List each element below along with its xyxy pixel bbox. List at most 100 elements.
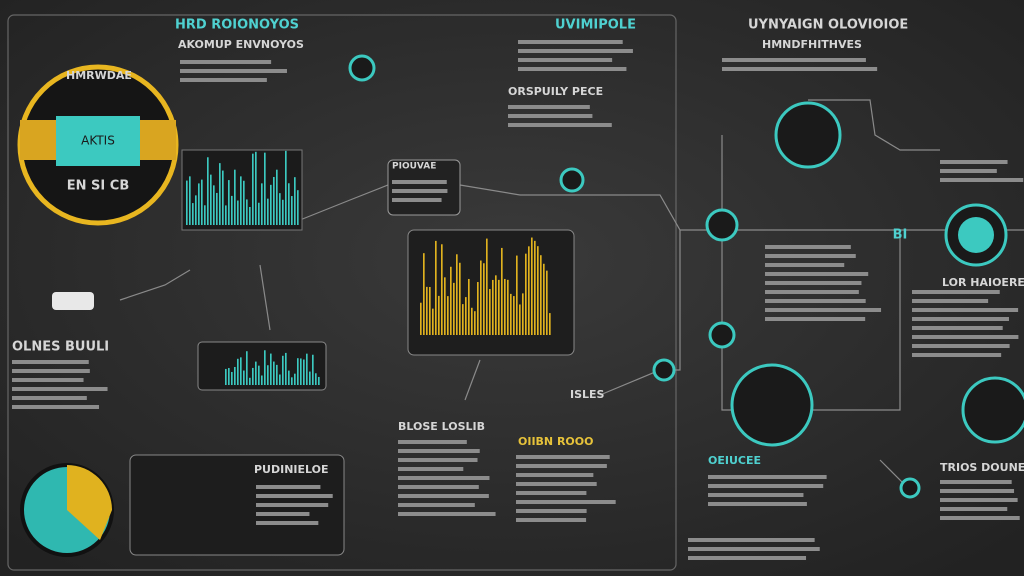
decor-bar	[291, 196, 293, 225]
text-line	[398, 467, 464, 471]
decor-bar	[444, 277, 446, 335]
decor-bar	[222, 170, 224, 225]
text-line	[912, 308, 1019, 312]
decor-bar	[297, 190, 299, 225]
text-line	[12, 360, 89, 364]
decor-bar	[303, 359, 305, 385]
text-line	[518, 58, 613, 62]
text-line	[398, 440, 467, 444]
decor-bar	[435, 240, 437, 335]
decor-bar	[468, 278, 470, 335]
decor-bar	[237, 358, 239, 385]
decor-bar	[276, 169, 278, 225]
text-line	[940, 169, 997, 173]
text-line	[516, 464, 607, 468]
decor-bar	[492, 279, 494, 335]
decor-bar	[432, 308, 434, 335]
connectors	[7, 14, 1024, 571]
text-line	[398, 494, 489, 498]
text-line	[765, 245, 851, 249]
decor-bar	[537, 246, 539, 335]
decor-bar	[186, 180, 188, 225]
text-line	[398, 512, 496, 516]
decor-bar	[225, 368, 227, 385]
gauge-button[interactable]	[56, 116, 140, 166]
text-line	[256, 512, 310, 516]
decor-bar	[450, 266, 452, 335]
text-line	[722, 58, 866, 62]
decor-bar	[546, 270, 548, 335]
decor-bar	[285, 150, 287, 225]
decor-bar	[273, 361, 275, 385]
decor-bar	[246, 199, 248, 225]
decor-bar	[240, 357, 242, 385]
gauge-button-label: AKTIS	[81, 134, 115, 148]
decor-bar	[270, 353, 272, 385]
text-line	[12, 396, 87, 400]
decor-bar	[234, 169, 236, 225]
decor-bar	[498, 279, 500, 335]
text-line	[708, 484, 824, 488]
decor-bar	[246, 351, 248, 385]
bottom-center-heading: OEIUCEE	[708, 454, 761, 467]
decor-bar	[480, 260, 482, 335]
decor-bar	[276, 364, 278, 385]
decor-bar	[219, 163, 221, 225]
decor-bar	[255, 151, 257, 225]
decor-bar	[258, 365, 260, 385]
decor-bar	[543, 263, 545, 335]
text-line	[12, 405, 100, 409]
decor-bar	[231, 195, 233, 225]
text-line	[912, 317, 1009, 321]
text-line	[398, 485, 479, 489]
decor-bar	[471, 307, 473, 335]
text-line	[518, 40, 623, 44]
node-core	[958, 217, 994, 253]
chart-panel	[407, 229, 575, 356]
text-line	[392, 189, 448, 193]
gauge-footer: EN SI CB	[67, 179, 129, 194]
decor-bar	[249, 377, 251, 385]
decor-bar	[447, 296, 449, 335]
dashboard-panel	[129, 454, 345, 556]
decor-bar	[438, 295, 440, 335]
decor-bar	[261, 375, 263, 385]
decor-bar	[195, 195, 197, 225]
text-line	[256, 503, 329, 507]
text-line	[12, 378, 84, 382]
decor-bar	[210, 174, 212, 225]
side-node: BI	[893, 228, 908, 243]
decor-bar	[285, 352, 287, 385]
text-line	[180, 69, 287, 73]
decor-bar	[522, 293, 524, 335]
text-line	[516, 482, 597, 486]
decor-bar	[501, 247, 503, 335]
right-subtitle: HMNDFHITHVES	[762, 38, 862, 51]
bars	[186, 150, 793, 425]
decor-bar	[513, 296, 515, 335]
decor-bar	[525, 253, 527, 335]
process-heading: PIOUVAE	[392, 162, 436, 172]
text-line	[765, 308, 882, 312]
decor-bar	[456, 254, 458, 335]
decor-bar	[216, 192, 218, 225]
text-line	[708, 502, 807, 506]
text-line	[940, 498, 1018, 502]
text-line	[12, 387, 108, 391]
decor-bar	[489, 289, 491, 335]
decor-bar	[213, 185, 215, 225]
text-line	[398, 503, 475, 507]
text-line	[518, 49, 633, 53]
decor-bar	[267, 365, 269, 385]
text-lines	[12, 40, 1024, 560]
decor-bar	[534, 240, 536, 335]
decor-bar	[297, 358, 299, 385]
decor-bar	[273, 176, 275, 225]
text-line	[398, 476, 490, 480]
decor-bar	[228, 180, 230, 225]
right-block-heading: LOR HAIOERE	[942, 276, 1024, 289]
text-line	[180, 78, 267, 82]
text-line	[12, 369, 90, 373]
decor-bar	[240, 176, 242, 225]
